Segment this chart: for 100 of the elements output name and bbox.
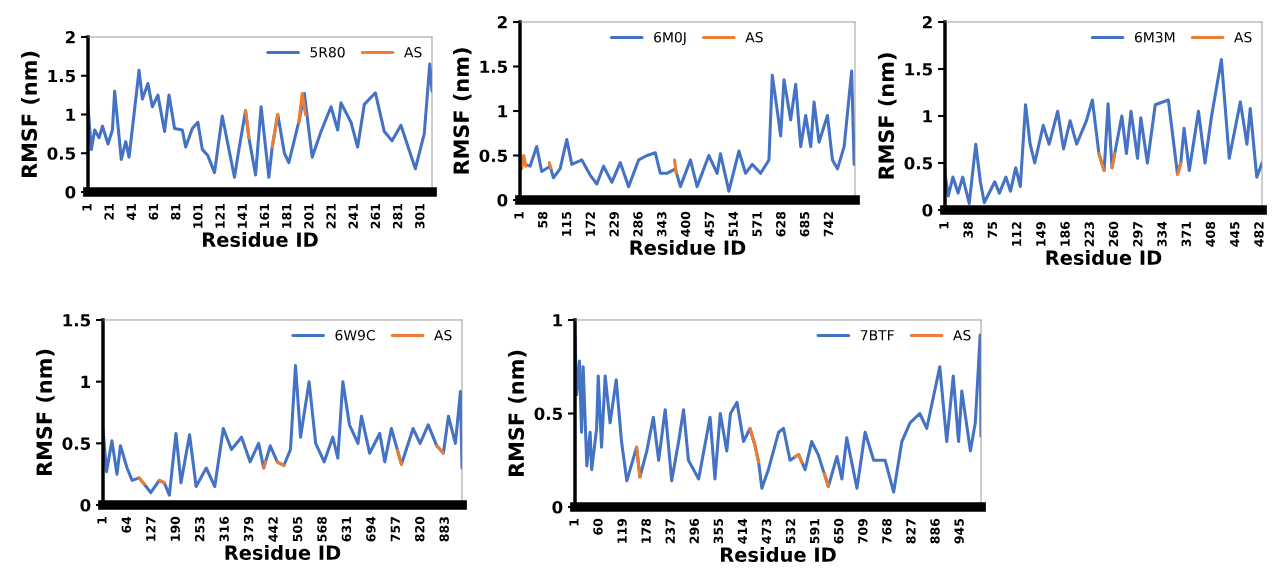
- y-tick-label: 1.5: [905, 63, 933, 76]
- x-tick-label: 568: [317, 516, 327, 542]
- line-series: [88, 62, 432, 179]
- x-tick-label: 21: [104, 203, 114, 220]
- legend-label: AS: [434, 329, 452, 341]
- x-tick-label: 186: [1060, 221, 1070, 246]
- x-tick-label: 101: [193, 203, 203, 228]
- x-tick-label: 149: [1036, 221, 1046, 246]
- x-axis-title: Residue ID: [1046, 249, 1162, 266]
- x-tick-label: 75: [987, 221, 998, 238]
- x-tick-label: 281: [392, 203, 403, 229]
- x-tick-label: 81: [170, 203, 181, 220]
- x-tick-label: 400: [680, 211, 691, 237]
- x-tick-label: 532: [785, 519, 796, 544]
- y-tick-label: 1: [66, 108, 76, 121]
- legend-label: 6M0J: [654, 31, 686, 46]
- x-tick-label: 1: [939, 221, 949, 229]
- y-tick-label: 1: [81, 375, 91, 388]
- x-axis-title: Residue ID: [225, 544, 341, 561]
- x-tick-label: 945: [954, 518, 964, 544]
- x-tick-label: 709: [858, 518, 868, 544]
- x-tick-label: 316: [219, 516, 229, 542]
- x-tick-label: 457: [704, 212, 715, 237]
- x-tick-label: 757: [390, 517, 401, 542]
- y-tick-label: 0: [497, 193, 508, 207]
- x-tick-label: 694: [366, 516, 376, 542]
- x-tick-label: 1: [514, 211, 524, 219]
- y-tick-label: 0.5: [47, 147, 76, 160]
- x-tick-label: 343: [657, 212, 667, 237]
- x-tick-label: 297: [1133, 222, 1143, 247]
- y-tick-label: 0.5: [534, 407, 563, 421]
- x-tick-label: 181: [281, 203, 292, 228]
- x-tick-label: 650: [833, 518, 844, 544]
- x-tick-label: 286: [633, 211, 643, 237]
- y-tick-label: 1: [498, 105, 508, 118]
- x-tick-label: 172: [585, 212, 595, 236]
- line-series: [945, 58, 1262, 205]
- y-axis-title: RMSF (nm): [877, 53, 897, 179]
- legend-label: AS: [953, 329, 971, 341]
- x-tick-label: 38: [963, 221, 973, 238]
- x-tick-label: 141: [237, 203, 247, 228]
- y-axis-title: RMSF (nm): [507, 350, 527, 477]
- x-tick-label: 301: [415, 203, 425, 229]
- y-tick-label: 0: [80, 498, 91, 512]
- x-axis-title: Residue ID: [721, 546, 836, 563]
- x-tick-label: 514: [728, 211, 738, 237]
- y-tick-label: 1: [553, 314, 563, 327]
- y-tick-label: 2: [65, 30, 75, 44]
- x-tick-label: 121: [215, 203, 225, 228]
- x-tick-label: 41: [126, 203, 136, 220]
- x-tick-label: 221: [326, 203, 336, 229]
- x-axis-title: Residue ID: [203, 231, 318, 248]
- x-tick-label: 190: [170, 516, 180, 541]
- y-tick-label: 0.5: [479, 149, 508, 163]
- x-tick-label: 371: [1181, 221, 1191, 247]
- x-tick-label: 414: [737, 518, 747, 544]
- y-tick-label: 2: [922, 15, 932, 29]
- x-tick-label: 1: [97, 516, 107, 524]
- x-tick-label: 631: [341, 516, 352, 542]
- x-tick-label: 61: [148, 203, 159, 220]
- x-tick-label: 115: [561, 211, 572, 236]
- x-tick-label: 334: [1157, 221, 1167, 247]
- x-tick-label: 408: [1205, 221, 1216, 247]
- y-tick-label: 1.5: [63, 314, 91, 327]
- y-tick-label: 0: [552, 500, 563, 514]
- x-tick-label: 591: [809, 518, 820, 544]
- legend-label: 6M3M: [1134, 31, 1175, 43]
- x-tick-label: 628: [776, 211, 786, 237]
- legend-label: 6W9C: [335, 329, 375, 341]
- x-tick-label: 1: [569, 518, 579, 526]
- x-tick-label: 261: [370, 203, 381, 229]
- x-tick-label: 685: [799, 211, 810, 237]
- x-tick-label: 827: [906, 519, 916, 544]
- x-tick-label: 883: [439, 517, 449, 542]
- legend-label: 7BTF: [860, 330, 894, 341]
- x-tick-label: 482: [1254, 222, 1264, 247]
- x-tick-label: 127: [146, 517, 156, 541]
- x-tick-label: 886: [930, 518, 940, 544]
- x-tick-label: 442: [268, 517, 278, 542]
- x-tick-label: 379: [243, 516, 254, 542]
- y-tick-label: 2: [497, 15, 507, 29]
- x-tick-label: 260: [1108, 221, 1119, 247]
- x-tick-label: 768: [882, 518, 892, 544]
- legend-label: AS: [745, 31, 763, 43]
- y-tick-label: 1.5: [48, 69, 76, 83]
- x-tick-label: 178: [641, 518, 651, 543]
- line-series: [103, 364, 462, 497]
- x-tick-label: 241: [348, 203, 358, 229]
- x-tick-label: 58: [537, 211, 548, 228]
- x-tick-label: 253: [194, 517, 205, 542]
- x-tick-label: 742: [823, 212, 833, 237]
- legend-label: 5R80: [310, 46, 345, 58]
- x-tick-label: 161: [259, 203, 270, 228]
- x-tick-label: 445: [1230, 221, 1240, 247]
- x-tick-label: 355: [713, 518, 724, 544]
- legend-label: AS: [404, 46, 422, 58]
- y-tick-label: 1.5: [480, 60, 508, 74]
- x-tick-label: 820: [415, 516, 425, 542]
- legend-label: AS: [1234, 31, 1252, 43]
- x-tick-label: 60: [593, 518, 603, 535]
